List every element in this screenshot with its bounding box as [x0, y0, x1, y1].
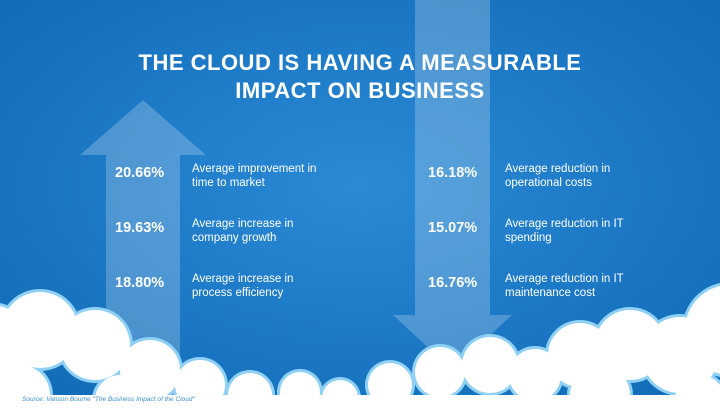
cloud-puff [685, 286, 720, 374]
stat-label: Average improvement in [192, 163, 316, 175]
stat-label: Average increase in [192, 218, 293, 230]
cloud-puff [462, 337, 518, 393]
stat-value: 20.66% [115, 165, 164, 181]
stat-value: 16.76% [428, 275, 477, 291]
stat-label: maintenance cost [505, 287, 596, 299]
stats: 20.66% Average improvement in time to mark… [115, 163, 624, 299]
title-line: IMPACT ON BUSINESS [235, 78, 484, 103]
stat-value: 16.18% [428, 165, 477, 181]
source: Source: Vanson Bourne "The Business Impa… [22, 396, 195, 403]
stat-label: Average reduction in IT [505, 218, 624, 230]
cloud-puff [509, 349, 561, 401]
cloud-base [0, 395, 720, 412]
stat-label: company growth [192, 232, 276, 244]
stat-value: 19.63% [115, 220, 164, 236]
stat-label: operational costs [505, 177, 592, 189]
stat-label: spending [505, 232, 552, 244]
cloud-puff [60, 310, 130, 380]
stat-label: Average increase in [192, 273, 293, 285]
stat-label: time to market [192, 177, 266, 189]
stat-value: 18.80% [115, 275, 164, 291]
stat-label: Average reduction in [505, 163, 610, 175]
title-line: THE CLOUD IS HAVING A MEASURABLE [139, 50, 582, 75]
stat-label: process efficiency [192, 287, 283, 299]
down-arrow [393, 0, 512, 370]
cloud-puff [415, 347, 465, 397]
clouds [0, 283, 720, 412]
stat-label: Average reduction in IT [505, 273, 624, 285]
cloud-puff [2, 292, 78, 368]
stat-value: 15.07% [428, 220, 477, 236]
